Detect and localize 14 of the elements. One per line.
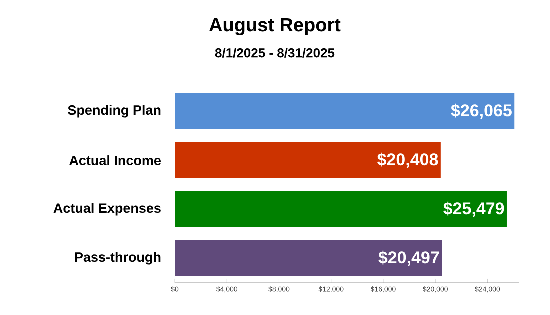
y-tick-label: Actual Expenses: [54, 203, 161, 216]
bar: [175, 94, 515, 130]
bar: [175, 191, 507, 228]
chart-title: August Report: [210, 18, 341, 36]
bar: [175, 240, 442, 276]
y-tick-label: Actual Income: [70, 156, 161, 166]
data-label: $26,065: [451, 104, 512, 120]
data-label: $20,497: [378, 250, 440, 266]
data-label: $20,408: [377, 152, 438, 168]
bar: [175, 142, 441, 178]
y-tick-label: Spending Plan: [68, 105, 161, 118]
chart-subtitle: 8/1/2025 - 8/31/2025: [215, 48, 335, 58]
y-tick-label: Pass-through: [75, 252, 161, 265]
data-label: $25,479: [444, 202, 504, 218]
